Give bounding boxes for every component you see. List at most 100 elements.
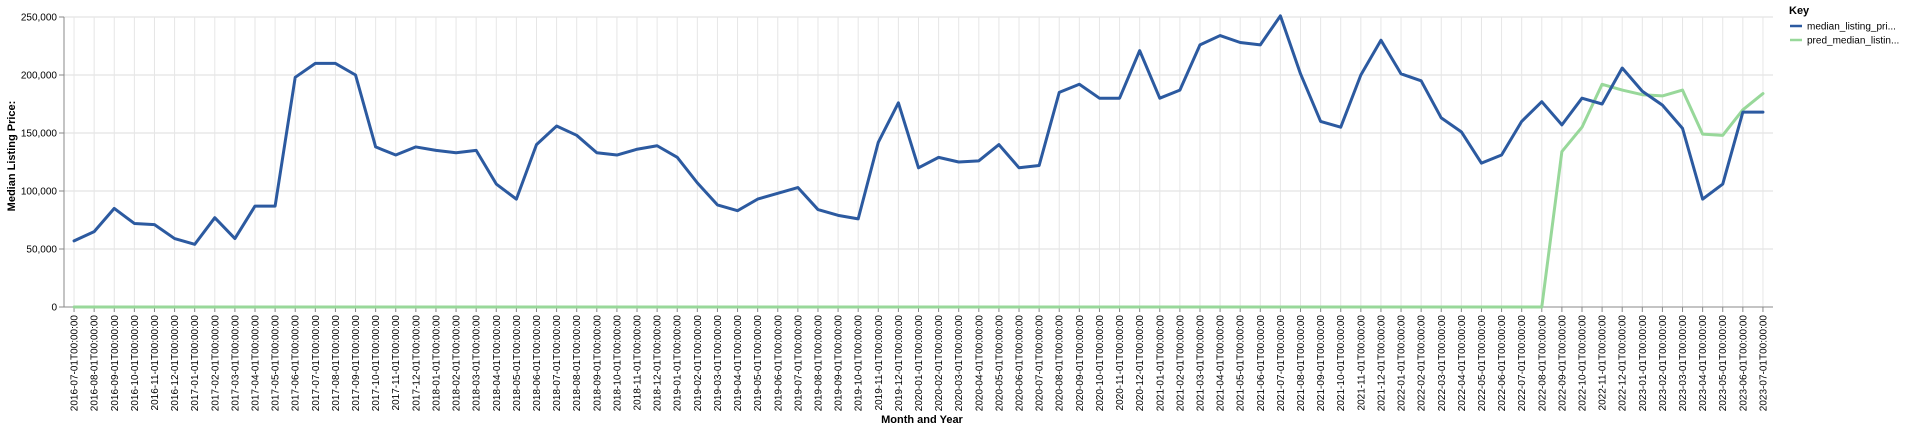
- legend-title: Key: [1789, 5, 1810, 17]
- x-tick-label: 2021-05-01T00:00:00: [1236, 315, 1247, 412]
- x-tick-label: 2021-02-01T00:00:00: [1175, 315, 1186, 412]
- x-tick-label: 2022-10-01T00:00:00: [1577, 315, 1588, 412]
- x-tick-label: 2020-07-01T00:00:00: [1035, 315, 1046, 412]
- x-tick-label: 2019-02-01T00:00:00: [693, 315, 704, 412]
- x-tick-label: 2021-01-01T00:00:00: [1155, 315, 1166, 412]
- x-tick-label: 2019-05-01T00:00:00: [753, 315, 764, 412]
- x-tick-label: 2020-09-01T00:00:00: [1075, 315, 1086, 412]
- x-tick-label: 2021-11-01T00:00:00: [1356, 315, 1367, 411]
- x-tick-label: 2018-11-01T00:00:00: [633, 315, 644, 411]
- x-tick-label: 2017-01-01T00:00:00: [190, 315, 201, 412]
- x-tick-label: 2017-09-01T00:00:00: [351, 315, 362, 412]
- x-tick-label: 2021-09-01T00:00:00: [1316, 315, 1327, 412]
- x-tick-label: 2019-01-01T00:00:00: [673, 315, 684, 412]
- x-tick-label: 2019-11-01T00:00:00: [874, 315, 885, 411]
- x-tick-label: 2018-09-01T00:00:00: [592, 315, 603, 412]
- series-lines: [72, 14, 1765, 309]
- x-tick-label: 2019-09-01T00:00:00: [834, 315, 845, 412]
- x-tick-label: 2020-11-01T00:00:00: [1115, 315, 1126, 411]
- x-tick-label: 2016-09-01T00:00:00: [110, 315, 121, 412]
- x-axis: 2016-07-01T00:00:00 2016-08-01T00:00:00 20…: [64, 306, 1773, 412]
- y-tick-label: 150,000: [21, 129, 58, 140]
- series-line: [72, 82, 1765, 309]
- x-tick-label: 2018-06-01T00:00:00: [532, 315, 543, 412]
- y-axis-title: Median Listing Price:: [6, 101, 18, 212]
- x-tick-label: 2018-07-01T00:00:00: [552, 315, 563, 412]
- x-tick-label: 2022-07-01T00:00:00: [1517, 315, 1528, 412]
- x-tick-label: 2022-02-01T00:00:00: [1417, 315, 1428, 412]
- x-tick-label: 2018-02-01T00:00:00: [452, 315, 463, 412]
- x-tick-label: 2022-08-01T00:00:00: [1537, 315, 1548, 412]
- x-tick-label: 2020-01-01T00:00:00: [914, 315, 925, 412]
- x-tick-label: 2016-11-01T00:00:00: [150, 315, 161, 411]
- x-tick-label: 2022-05-01T00:00:00: [1477, 315, 1488, 412]
- x-tick-label: 2021-04-01T00:00:00: [1216, 315, 1227, 412]
- x-tick-label: 2021-06-01T00:00:00: [1256, 315, 1267, 412]
- x-tick-label: 2023-02-01T00:00:00: [1658, 315, 1669, 412]
- x-tick-label: 2019-12-01T00:00:00: [894, 315, 905, 412]
- x-tick-label: 2022-11-01T00:00:00: [1598, 315, 1609, 411]
- x-tick-label: 2020-05-01T00:00:00: [994, 315, 1005, 412]
- x-tick-label: 2017-08-01T00:00:00: [331, 315, 342, 412]
- x-tick-label: 2017-07-01T00:00:00: [311, 315, 322, 412]
- y-axis: 0 50,000 100,000 150,000 200,000 250,000: [21, 13, 65, 314]
- x-tick-label: 2017-12-01T00:00:00: [411, 315, 422, 412]
- x-tick-label: 2018-08-01T00:00:00: [572, 315, 583, 412]
- y-tick-label: 50,000: [26, 245, 57, 256]
- x-tick-label: 2016-07-01T00:00:00: [70, 315, 81, 412]
- x-tick-label: 2021-03-01T00:00:00: [1195, 315, 1206, 412]
- x-tick-label: 2020-12-01T00:00:00: [1135, 315, 1146, 412]
- x-tick-label: 2018-12-01T00:00:00: [653, 315, 664, 412]
- legend-label: median_listing_pri...: [1807, 22, 1896, 33]
- x-tick-label: 2016-12-01T00:00:00: [170, 315, 181, 412]
- x-tick-label: 2021-12-01T00:00:00: [1376, 315, 1387, 412]
- x-tick-label: 2022-04-01T00:00:00: [1457, 315, 1468, 412]
- x-tick-label: 2023-07-01T00:00:00: [1758, 315, 1769, 412]
- x-tick-label: 2017-06-01T00:00:00: [291, 315, 302, 412]
- x-tick-label: 2022-09-01T00:00:00: [1557, 315, 1568, 412]
- y-tick-label: 250,000: [21, 13, 58, 24]
- x-tick-label: 2020-10-01T00:00:00: [1095, 315, 1106, 412]
- x-tick-label: 2016-10-01T00:00:00: [130, 315, 141, 412]
- x-tick-label: 2020-02-01T00:00:00: [934, 315, 945, 412]
- x-tick-label: 2021-07-01T00:00:00: [1276, 315, 1287, 412]
- x-tick-label: 2020-06-01T00:00:00: [1015, 315, 1026, 412]
- x-tick-label: 2018-04-01T00:00:00: [492, 315, 503, 412]
- x-tick-label: 2018-10-01T00:00:00: [612, 315, 623, 412]
- x-tick-label: 2020-04-01T00:00:00: [974, 315, 985, 412]
- x-tick-label: 2019-03-01T00:00:00: [713, 315, 724, 412]
- x-tick-label: 2019-08-01T00:00:00: [813, 315, 824, 412]
- x-tick-label: 2021-08-01T00:00:00: [1296, 315, 1307, 412]
- x-tick-label: 2020-08-01T00:00:00: [1055, 315, 1066, 412]
- x-tick-label: 2023-04-01T00:00:00: [1698, 315, 1709, 412]
- x-tick-label: 2018-05-01T00:00:00: [512, 315, 523, 412]
- x-tick-label: 2022-03-01T00:00:00: [1437, 315, 1448, 412]
- x-tick-label: 2019-10-01T00:00:00: [854, 315, 865, 412]
- x-tick-label: 2017-02-01T00:00:00: [210, 315, 221, 412]
- x-tick-label: 2017-05-01T00:00:00: [271, 315, 282, 412]
- legend: Key median_listing_pri... pred_median_lis…: [1789, 5, 1899, 47]
- y-tick-label: 0: [51, 303, 57, 314]
- x-tick-label: 2016-08-01T00:00:00: [90, 315, 101, 412]
- x-tick-label: 2021-10-01T00:00:00: [1336, 315, 1347, 412]
- x-tick-label: 2019-04-01T00:00:00: [733, 315, 744, 412]
- x-tick-label: 2020-03-01T00:00:00: [954, 315, 965, 412]
- x-tick-label: 2022-06-01T00:00:00: [1497, 315, 1508, 412]
- x-tick-label: 2018-03-01T00:00:00: [472, 315, 483, 412]
- x-tick-label: 2017-10-01T00:00:00: [371, 315, 382, 412]
- x-tick-label: 2017-11-01T00:00:00: [391, 315, 402, 411]
- legend-label: pred_median_listin...: [1807, 36, 1899, 47]
- x-tick-label: 2019-06-01T00:00:00: [773, 315, 784, 412]
- x-tick-label: 2019-07-01T00:00:00: [793, 315, 804, 412]
- x-tick-label: 2023-03-01T00:00:00: [1678, 315, 1689, 412]
- x-tick-label: 2018-01-01T00:00:00: [431, 315, 442, 412]
- series-line: [72, 14, 1765, 246]
- grid-lines: [64, 16, 1773, 308]
- y-tick-label: 100,000: [21, 187, 58, 198]
- x-tick-label: 2022-12-01T00:00:00: [1618, 315, 1629, 412]
- x-tick-label: 2023-05-01T00:00:00: [1718, 315, 1729, 412]
- x-tick-label: 2022-01-01T00:00:00: [1397, 315, 1408, 412]
- x-tick-label: 2023-01-01T00:00:00: [1638, 315, 1649, 412]
- x-tick-label: 2023-06-01T00:00:00: [1738, 315, 1749, 412]
